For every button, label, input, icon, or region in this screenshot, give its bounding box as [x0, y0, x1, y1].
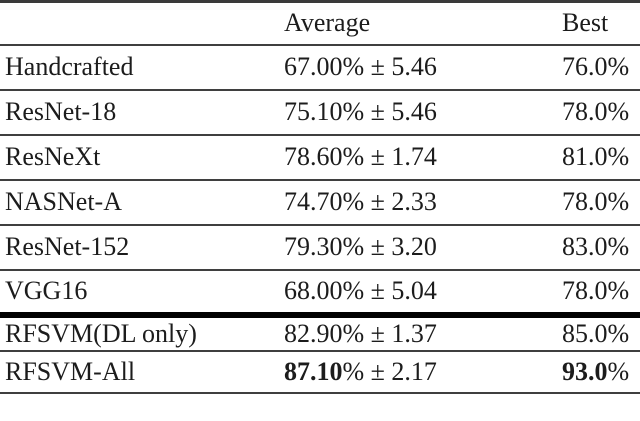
best-value: 76.0 [562, 52, 608, 81]
best-percent-suffix: % [607, 142, 630, 171]
best-cell: 78.0% [562, 179, 640, 226]
average-value: 79.30 [284, 232, 343, 261]
average-value: 68.00 [284, 276, 343, 305]
average-value: 78.60 [284, 142, 343, 171]
average-cell: 79.30% ± 3.20 [284, 224, 562, 271]
model-name: RFSVM(DL only) [0, 311, 284, 352]
best-cell: 76.0% [562, 44, 640, 91]
table-row: ResNet-152 79.30% ± 3.20 83.0% [0, 224, 640, 271]
header-row: Average Best [0, 1, 640, 46]
model-name: ResNet-18 [0, 89, 284, 136]
best-cell: 93.0% [562, 350, 640, 394]
table-row: Handcrafted 67.00% ± 5.46 76.0% [0, 44, 640, 91]
best-cell: 78.0% [562, 269, 640, 316]
average-value: 75.10 [284, 97, 343, 126]
average-plusminus-suffix: % ± 3.20 [342, 232, 437, 261]
model-name: RFSVM-All [0, 350, 284, 394]
average-plusminus-suffix: % ± 1.37 [342, 318, 437, 348]
best-value: 78.0 [562, 187, 608, 216]
header-best-column: Best [562, 1, 640, 46]
model-name: NASNet-A [0, 179, 284, 226]
best-percent-suffix: % [607, 356, 630, 386]
average-cell: 78.60% ± 1.74 [284, 134, 562, 181]
average-value: 87.10 [284, 356, 343, 386]
best-cell: 85.0% [562, 311, 640, 352]
average-value: 82.90 [284, 318, 343, 348]
table-row: VGG16 68.00% ± 5.04 78.0% [0, 269, 640, 316]
table-header: Average Best [0, 1, 640, 46]
model-name: ResNet-152 [0, 224, 284, 271]
best-value: 78.0 [562, 276, 608, 305]
best-value: 85.0 [562, 318, 608, 348]
model-name: ResNeXt [0, 134, 284, 181]
average-cell: 87.10% ± 2.17 [284, 350, 562, 394]
average-cell: 67.00% ± 5.46 [284, 44, 562, 91]
header-average-column: Average [284, 1, 562, 46]
header-model-column [0, 1, 284, 46]
average-plusminus-suffix: % ± 5.46 [342, 52, 437, 81]
average-cell: 68.00% ± 5.04 [284, 269, 562, 316]
average-value: 74.70 [284, 187, 343, 216]
best-value: 78.0 [562, 97, 608, 126]
average-plusminus-suffix: % ± 1.74 [342, 142, 437, 171]
table-row: RFSVM-All 87.10% ± 2.17 93.0% [0, 350, 640, 394]
best-percent-suffix: % [607, 318, 630, 348]
best-cell: 78.0% [562, 89, 640, 136]
table-row: ResNet-18 75.10% ± 5.46 78.0% [0, 89, 640, 136]
table-body: Handcrafted 67.00% ± 5.46 76.0% ResNet-18 75… [0, 44, 640, 394]
best-percent-suffix: % [607, 97, 630, 126]
average-plusminus-suffix: % ± 2.33 [342, 187, 437, 216]
best-cell: 83.0% [562, 224, 640, 271]
best-percent-suffix: % [607, 276, 630, 305]
best-percent-suffix: % [607, 232, 630, 261]
table-row: ResNeXt 78.60% ± 1.74 81.0% [0, 134, 640, 181]
model-name: VGG16 [0, 269, 284, 316]
best-percent-suffix: % [607, 52, 630, 81]
average-plusminus-suffix: % ± 5.04 [342, 276, 437, 305]
best-value: 81.0 [562, 142, 608, 171]
model-name: Handcrafted [0, 44, 284, 91]
average-cell: 82.90% ± 1.37 [284, 311, 562, 352]
table-row: NASNet-A 74.70% ± 2.33 78.0% [0, 179, 640, 226]
best-percent-suffix: % [607, 187, 630, 216]
table-row: RFSVM(DL only) 82.90% ± 1.37 85.0% [0, 311, 640, 352]
results-table: Average Best Handcrafted 67.00% ± 5.46 76.… [0, 0, 640, 394]
best-cell: 81.0% [562, 134, 640, 181]
average-plusminus-suffix: % ± 2.17 [342, 356, 437, 386]
best-value: 93.0 [562, 356, 608, 386]
average-cell: 74.70% ± 2.33 [284, 179, 562, 226]
average-value: 67.00 [284, 52, 343, 81]
average-cell: 75.10% ± 5.46 [284, 89, 562, 136]
best-value: 83.0 [562, 232, 608, 261]
average-plusminus-suffix: % ± 5.46 [342, 97, 437, 126]
